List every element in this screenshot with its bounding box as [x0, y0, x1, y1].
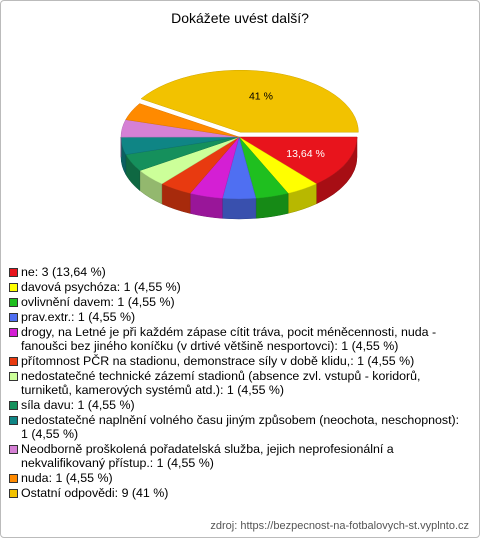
- legend-swatch: [9, 298, 18, 307]
- legend-swatch: [9, 474, 18, 483]
- legend-item: ne: 3 (13,64 %): [7, 265, 469, 279]
- legend-swatch: [9, 401, 18, 410]
- slice: [140, 69, 359, 133]
- slice-side: [222, 198, 257, 220]
- legend-item: nuda: 1 (4,55 %): [7, 471, 469, 485]
- legend-item: Neodborně proškolená pořadatelská služba…: [7, 442, 469, 470]
- legend-item: nedostatečné naplnění volného času jiným…: [7, 413, 469, 441]
- legend-label: přítomnost PČR na stadionu, demonstrace …: [21, 354, 415, 368]
- legend-item: Ostatní odpovědi: 9 (41 %): [7, 486, 469, 500]
- legend-item: přítomnost PČR na stadionu, demonstrace …: [7, 354, 469, 368]
- chart-title: Dokážete uvést další?: [171, 10, 309, 26]
- data-label: 13,64 %: [286, 148, 325, 160]
- legend-item: ovlivnění davem: 1 (4,55 %): [7, 295, 469, 309]
- legend-swatch: [9, 445, 18, 454]
- legend-label: nedostatečné naplnění volného času jiným…: [21, 413, 460, 441]
- legend-label: Ostatní odpovědi: 9 (41 %): [21, 486, 169, 500]
- legend-swatch: [9, 268, 18, 277]
- legend-label: prav.extr.: 1 (4,55 %): [21, 310, 136, 324]
- slice-top: [238, 136, 358, 185]
- legend-swatch: [9, 328, 18, 337]
- slice-top: [125, 103, 240, 138]
- legend-item: síla davu: 1 (4,55 %): [7, 398, 469, 412]
- legend-swatch: [9, 416, 18, 425]
- legend-label: drogy, na Letné je při každém zápase cít…: [21, 325, 437, 353]
- data-label: 41 %: [249, 90, 273, 102]
- legend-item: nedostatečné technické zázemí stadionů (…: [7, 369, 469, 397]
- legend-swatch: [9, 489, 18, 498]
- legend-item: drogy, na Letné je při každém zápase cít…: [7, 325, 469, 353]
- legend-item: prav.extr.: 1 (4,55 %): [7, 310, 469, 324]
- legend-label: nedostatečné technické zázemí stadionů (…: [21, 369, 421, 397]
- pie-area: Dokážete uvést další? 13,64 % 41 %: [120, 10, 359, 220]
- legend-swatch: [9, 313, 18, 322]
- legend-label: síla davu: 1 (4,55 %): [21, 398, 135, 412]
- legend-label: Neodborně proškolená pořadatelská služba…: [21, 442, 394, 470]
- legend-item: davová psychóza: 1 (4,55 %): [7, 280, 469, 294]
- slice: [125, 136, 240, 192]
- source: zdroj: https://bezpecnost-na-fotbalovych…: [210, 520, 469, 532]
- legend-label: ovlivnění davem: 1 (4,55 %): [21, 295, 175, 309]
- legend-swatch: [9, 283, 18, 292]
- legend-swatch: [9, 372, 18, 381]
- legend-label: nuda: 1 (4,55 %): [21, 471, 113, 485]
- slice: [222, 136, 257, 220]
- slice-top: [140, 69, 359, 133]
- legend: ne: 3 (13,64 %) davová psychóza: 1 (4,55 …: [7, 265, 469, 501]
- legend-label: ne: 3 (13,64 %): [21, 265, 106, 279]
- legend-label: davová psychóza: 1 (4,55 %): [21, 280, 181, 294]
- legend-swatch: [9, 357, 18, 366]
- slice: [125, 103, 240, 138]
